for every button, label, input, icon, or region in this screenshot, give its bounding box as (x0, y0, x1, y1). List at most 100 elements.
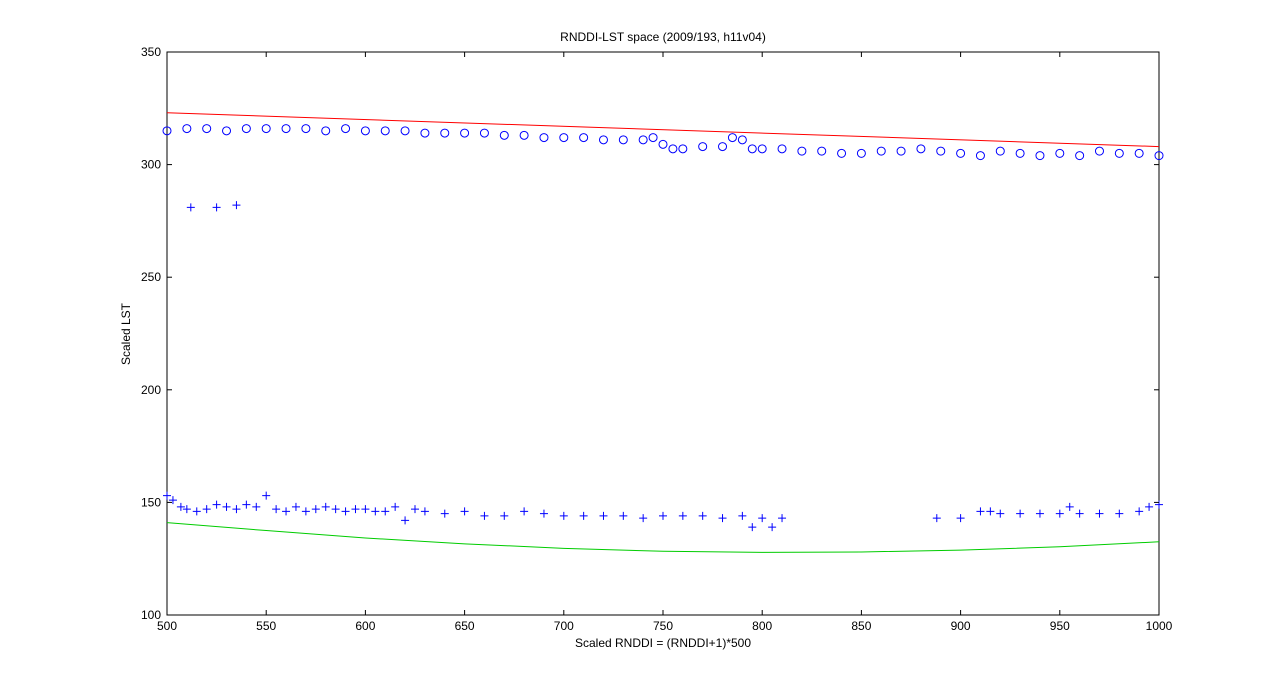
plus-marker (698, 511, 707, 520)
circle-marker (1154, 151, 1164, 161)
plus-marker (321, 502, 330, 511)
plus-marker (331, 505, 340, 514)
plus-marker (391, 502, 400, 511)
circle-marker (975, 151, 985, 161)
series-line-3 (166, 112, 1160, 148)
circle-marker (579, 133, 589, 143)
plus-marker (1095, 509, 1104, 518)
circle-marker (658, 139, 668, 149)
circle-marker (559, 133, 569, 143)
y-tick-label: 300 (141, 158, 161, 172)
circle-marker (916, 144, 926, 154)
plus-marker (1145, 502, 1154, 511)
tick-layer: 500 550 600 650 700 750 800 850 900 950 1000 100 150… (141, 45, 1173, 633)
circle-marker (202, 124, 212, 134)
circle-marker (420, 128, 430, 138)
circle-marker (1134, 148, 1144, 158)
plus-marker (351, 505, 360, 514)
circle-marker (162, 126, 172, 136)
plus-marker (480, 511, 489, 520)
plus-marker (678, 511, 687, 520)
plus-marker (371, 507, 380, 516)
circle-marker (856, 148, 866, 158)
plus-marker (252, 502, 261, 511)
circle-marker (222, 126, 232, 136)
y-tick-label: 200 (141, 383, 161, 397)
plus-marker (381, 507, 390, 516)
plus-marker (311, 505, 320, 514)
x-tick-label: 800 (752, 619, 772, 633)
series-layer (162, 112, 1164, 553)
plus-marker (440, 509, 449, 518)
y-tick-label: 350 (141, 45, 161, 59)
y-tick-label: 250 (141, 270, 161, 284)
circle-marker (241, 124, 251, 134)
plus-marker (996, 509, 1005, 518)
plus-marker (748, 523, 757, 532)
circle-marker (1035, 151, 1045, 161)
plus-marker (1065, 502, 1074, 511)
circle-marker (479, 128, 489, 138)
x-tick-label: 600 (355, 619, 375, 633)
x-tick-label: 950 (1050, 619, 1070, 633)
plus-marker (341, 507, 350, 516)
circle-marker (499, 130, 509, 140)
plus-marker (520, 507, 529, 516)
circle-marker (1114, 148, 1124, 158)
circle-marker (797, 146, 807, 156)
circle-marker (360, 126, 370, 136)
circle-marker (936, 146, 946, 156)
y-tick-label: 150 (141, 495, 161, 509)
plus-marker (718, 514, 727, 523)
plus-marker (539, 509, 548, 518)
circle-marker (261, 124, 271, 134)
circle-marker (648, 133, 658, 143)
x-tick-label: 900 (951, 619, 971, 633)
circle-marker (817, 146, 827, 156)
plus-marker (176, 502, 185, 511)
plus-marker (500, 511, 509, 520)
plot-area (166, 51, 1160, 616)
plus-marker (1035, 509, 1044, 518)
y-tick-label: 100 (141, 608, 161, 622)
plus-marker (212, 203, 221, 212)
plus-marker (1055, 509, 1064, 518)
plus-marker (1075, 509, 1084, 518)
circle-marker (341, 124, 351, 134)
circle-marker (460, 128, 470, 138)
x-tick-label: 650 (455, 619, 475, 633)
plus-marker (242, 500, 251, 509)
x-axis-label: Scaled RNDDI = (RNDDI+1)*500 (575, 636, 751, 650)
plus-marker (202, 505, 211, 514)
plus-marker (262, 491, 271, 500)
circle-marker (678, 144, 688, 154)
circle-marker (598, 135, 608, 145)
circle-marker (727, 133, 737, 143)
circle-marker (182, 124, 192, 134)
y-axis-label: Scaled LST (119, 302, 133, 365)
circle-marker (440, 128, 450, 138)
circle-marker (896, 146, 906, 156)
plus-marker (639, 514, 648, 523)
plus-marker (232, 201, 241, 210)
plus-marker (599, 511, 608, 520)
series-line-4 (166, 522, 1160, 553)
chart-title: RNDDI-LST space (2009/193, h11v04) (560, 30, 766, 44)
plus-marker (619, 511, 628, 520)
plus-marker (192, 507, 201, 516)
plus-marker (758, 514, 767, 523)
plus-marker (411, 505, 419, 514)
plus-marker (222, 502, 231, 511)
circle-marker (1015, 148, 1025, 158)
x-tick-label: 550 (256, 619, 276, 633)
plus-marker (291, 502, 300, 511)
plus-marker (932, 514, 941, 523)
plus-marker (1016, 509, 1025, 518)
x-tick-label: 700 (554, 619, 574, 633)
circle-marker (301, 124, 311, 134)
circle-marker (638, 135, 648, 145)
plus-marker (956, 514, 965, 523)
plus-marker (460, 507, 469, 516)
circle-marker (539, 133, 549, 143)
